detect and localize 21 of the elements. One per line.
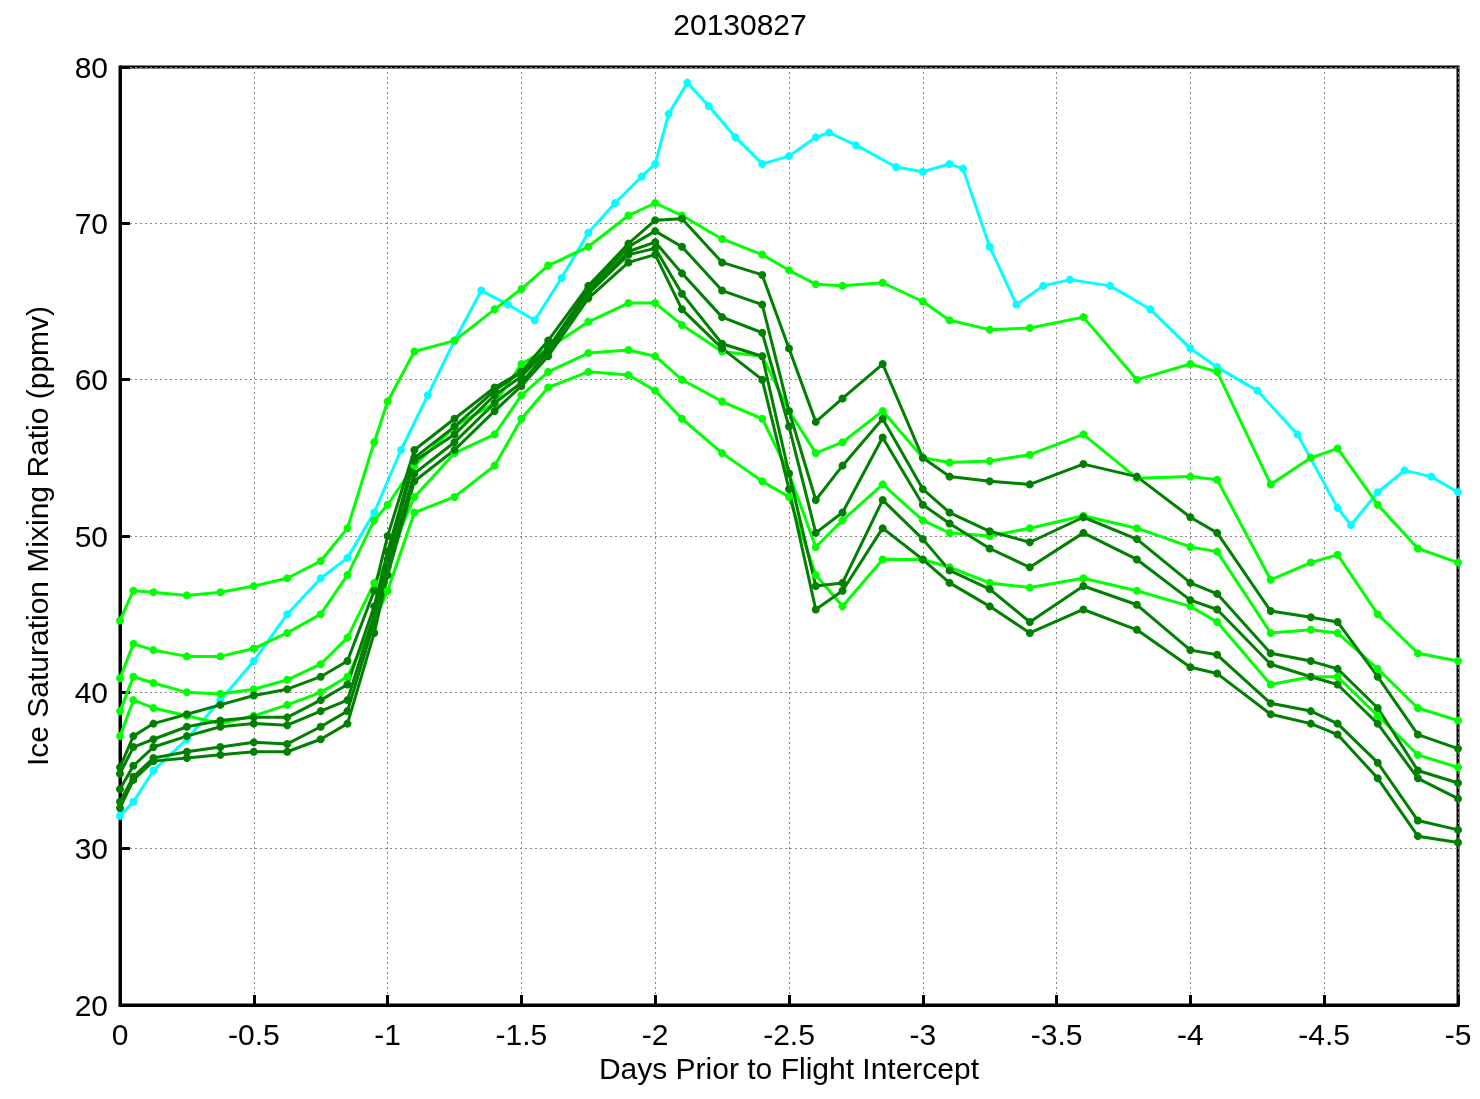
x-tick-label: 0	[111, 1017, 129, 1051]
x-tick-label: -1	[374, 1017, 401, 1051]
y-tick-label: 60	[74, 363, 108, 397]
x-tick-label: -1.5	[495, 1017, 548, 1051]
x-tick-label: -2	[641, 1017, 669, 1051]
x-tick-label: -4	[1177, 1017, 1204, 1051]
x-axis-title: Days Prior to Flight Intercept	[598, 1052, 980, 1086]
x-tick-label: -3.5	[1030, 1017, 1083, 1051]
y-tick-label: 80	[74, 50, 108, 84]
y-tick-label: 50	[74, 519, 108, 553]
x-tick-label: -0.5	[227, 1017, 280, 1051]
x-tick-label: -4.5	[1298, 1017, 1351, 1051]
y-tick-label: 40	[74, 675, 108, 709]
x-tick-label: -5	[1444, 1017, 1472, 1051]
y-tick-label: 30	[74, 832, 108, 866]
y-tick-label: 70	[74, 206, 108, 240]
x-tick-label: -2.5	[763, 1017, 815, 1051]
chart-title: 20130827	[673, 7, 807, 41]
y-axis-title: Ice Saturation Mixing Ratio (ppmv)	[20, 305, 54, 767]
x-tick-label: -3	[909, 1017, 937, 1051]
y-tick-label: 20	[74, 988, 108, 1022]
